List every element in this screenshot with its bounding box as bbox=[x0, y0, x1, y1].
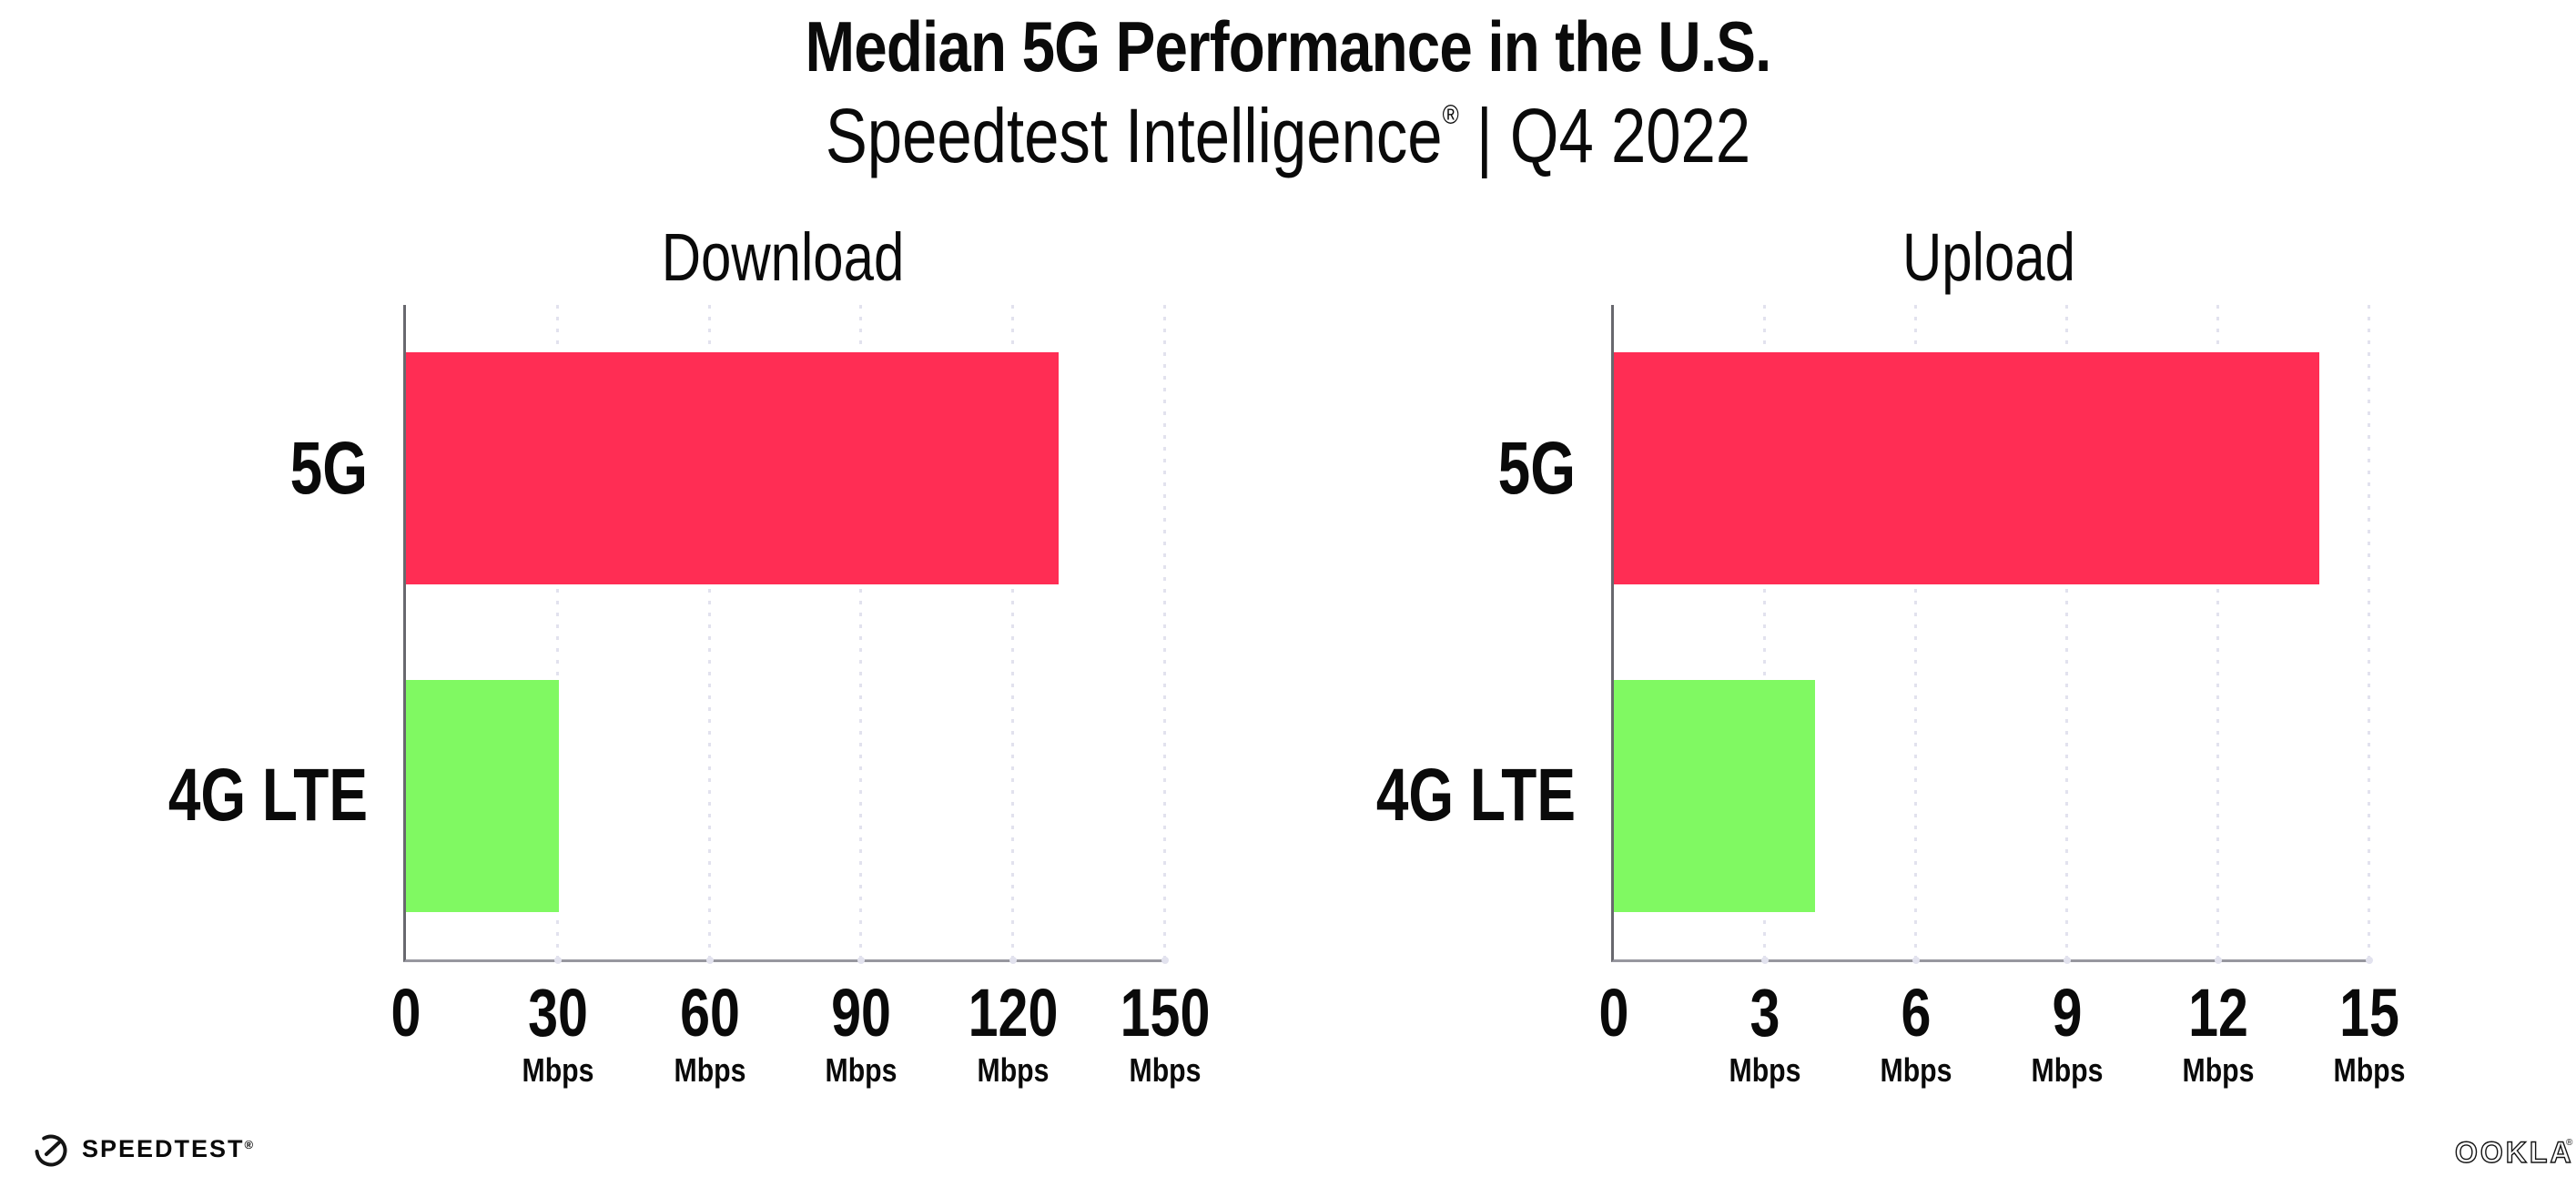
x-tick-90: 90 Mbps bbox=[788, 979, 934, 1087]
gridline-60 bbox=[705, 305, 714, 964]
figure-subtitle: Speedtest Intelligence® | Q4 2022 bbox=[232, 97, 2345, 174]
download-chart-title: Download bbox=[661, 219, 905, 295]
bar-4g-lte bbox=[1614, 679, 1816, 912]
x-tick-6: 6 Mbps bbox=[1843, 979, 1989, 1087]
x-tick-value: 120 bbox=[968, 975, 1059, 1050]
svg-text:OOKLA: OOKLA bbox=[2455, 1136, 2574, 1169]
subtitle-period: | Q4 2022 bbox=[1458, 93, 1751, 178]
figure-title: Median 5G Performance in the U.S. bbox=[805, 6, 1772, 86]
x-tick-9: 9 Mbps bbox=[1994, 979, 2140, 1087]
x-tick-unit: Mbps bbox=[1729, 1051, 1801, 1089]
x-tick-unit: Mbps bbox=[1129, 1051, 1202, 1089]
x-tick-value: 6 bbox=[1901, 975, 1932, 1050]
x-tick-value: 3 bbox=[1749, 975, 1780, 1050]
x-tick-unit: Mbps bbox=[674, 1051, 746, 1089]
registered-mark: ® bbox=[1442, 100, 1459, 130]
x-tick-unit: Mbps bbox=[977, 1051, 1050, 1089]
gridline-3 bbox=[1761, 305, 1769, 964]
x-tick-150: 150 Mbps bbox=[1092, 979, 1238, 1087]
speedtest-registered-mark: ® bbox=[244, 1137, 256, 1151]
x-tick-12: 12 Mbps bbox=[2145, 979, 2291, 1087]
gridline-150 bbox=[1161, 305, 1169, 964]
ookla-logo: OOKLA ® bbox=[2453, 1134, 2576, 1177]
gridline-15 bbox=[2366, 305, 2373, 964]
subtitle-brand: Speedtest Intelligence bbox=[825, 93, 1443, 178]
x-tick-0: 0 bbox=[333, 979, 479, 1047]
svg-text:®: ® bbox=[2566, 1138, 2573, 1148]
bar-5g bbox=[1614, 352, 2319, 585]
bar-5g bbox=[406, 352, 1060, 585]
x-tick-15: 15 Mbps bbox=[2297, 979, 2442, 1087]
category-label-5g: 5G bbox=[1497, 426, 1576, 510]
bar-4g-lte bbox=[406, 679, 560, 912]
x-tick-value: 0 bbox=[1598, 975, 1629, 1050]
x-tick-value: 0 bbox=[390, 975, 421, 1050]
upload-plot-area: 0 3 Mbps 6 Mbps 9 Mbps 12 Mbps 15 Mbps 5G 4G LTE bbox=[1376, 305, 2405, 1087]
x-tick-value: 15 bbox=[2339, 975, 2399, 1050]
speedtest-logo: SPEEDTEST® bbox=[33, 1129, 255, 1172]
x-tick-unit: Mbps bbox=[2333, 1051, 2406, 1089]
x-tick-value: 30 bbox=[527, 975, 588, 1050]
x-tick-60: 60 Mbps bbox=[637, 979, 783, 1087]
category-label-5g: 5G bbox=[289, 426, 368, 510]
x-tick-value: 90 bbox=[831, 975, 892, 1050]
gridline-6 bbox=[1912, 305, 1920, 964]
x-tick-unit: Mbps bbox=[2031, 1051, 2104, 1089]
x-tick-3: 3 Mbps bbox=[1692, 979, 1838, 1087]
x-tick-unit: Mbps bbox=[522, 1051, 594, 1089]
gridline-120 bbox=[1009, 305, 1018, 964]
upload-chart-title: Upload bbox=[1902, 219, 2075, 295]
gridline-9 bbox=[2064, 305, 2071, 964]
speedtest-gauge-icon bbox=[35, 1134, 67, 1167]
gridline-90 bbox=[857, 305, 866, 964]
x-tick-value: 9 bbox=[2052, 975, 2083, 1050]
x-tick-120: 120 Mbps bbox=[940, 979, 1086, 1087]
x-tick-value: 12 bbox=[2188, 975, 2248, 1050]
x-tick-value: 150 bbox=[1120, 975, 1211, 1050]
ookla-wordmark-icon: OOKLA ® bbox=[2454, 1135, 2574, 1169]
x-tick-unit: Mbps bbox=[2182, 1051, 2255, 1089]
x-tick-0: 0 bbox=[1541, 979, 1687, 1047]
x-tick-unit: Mbps bbox=[1880, 1051, 1952, 1089]
speedtest-wordmark: SPEEDTEST® bbox=[82, 1134, 256, 1162]
x-tick-30: 30 Mbps bbox=[485, 979, 631, 1087]
download-plot-area: 0 30 Mbps 60 Mbps 90 Mbps 120 Mbps 150 Mbps 5G 4G LT… bbox=[168, 305, 1210, 1087]
gridline-12 bbox=[2215, 305, 2222, 964]
category-label-4g-lte: 4G LTE bbox=[167, 754, 368, 837]
category-label-4g-lte: 4G LTE bbox=[1375, 754, 1576, 837]
x-tick-unit: Mbps bbox=[825, 1051, 898, 1089]
x-tick-value: 60 bbox=[679, 975, 740, 1050]
gridline-30 bbox=[553, 305, 562, 964]
